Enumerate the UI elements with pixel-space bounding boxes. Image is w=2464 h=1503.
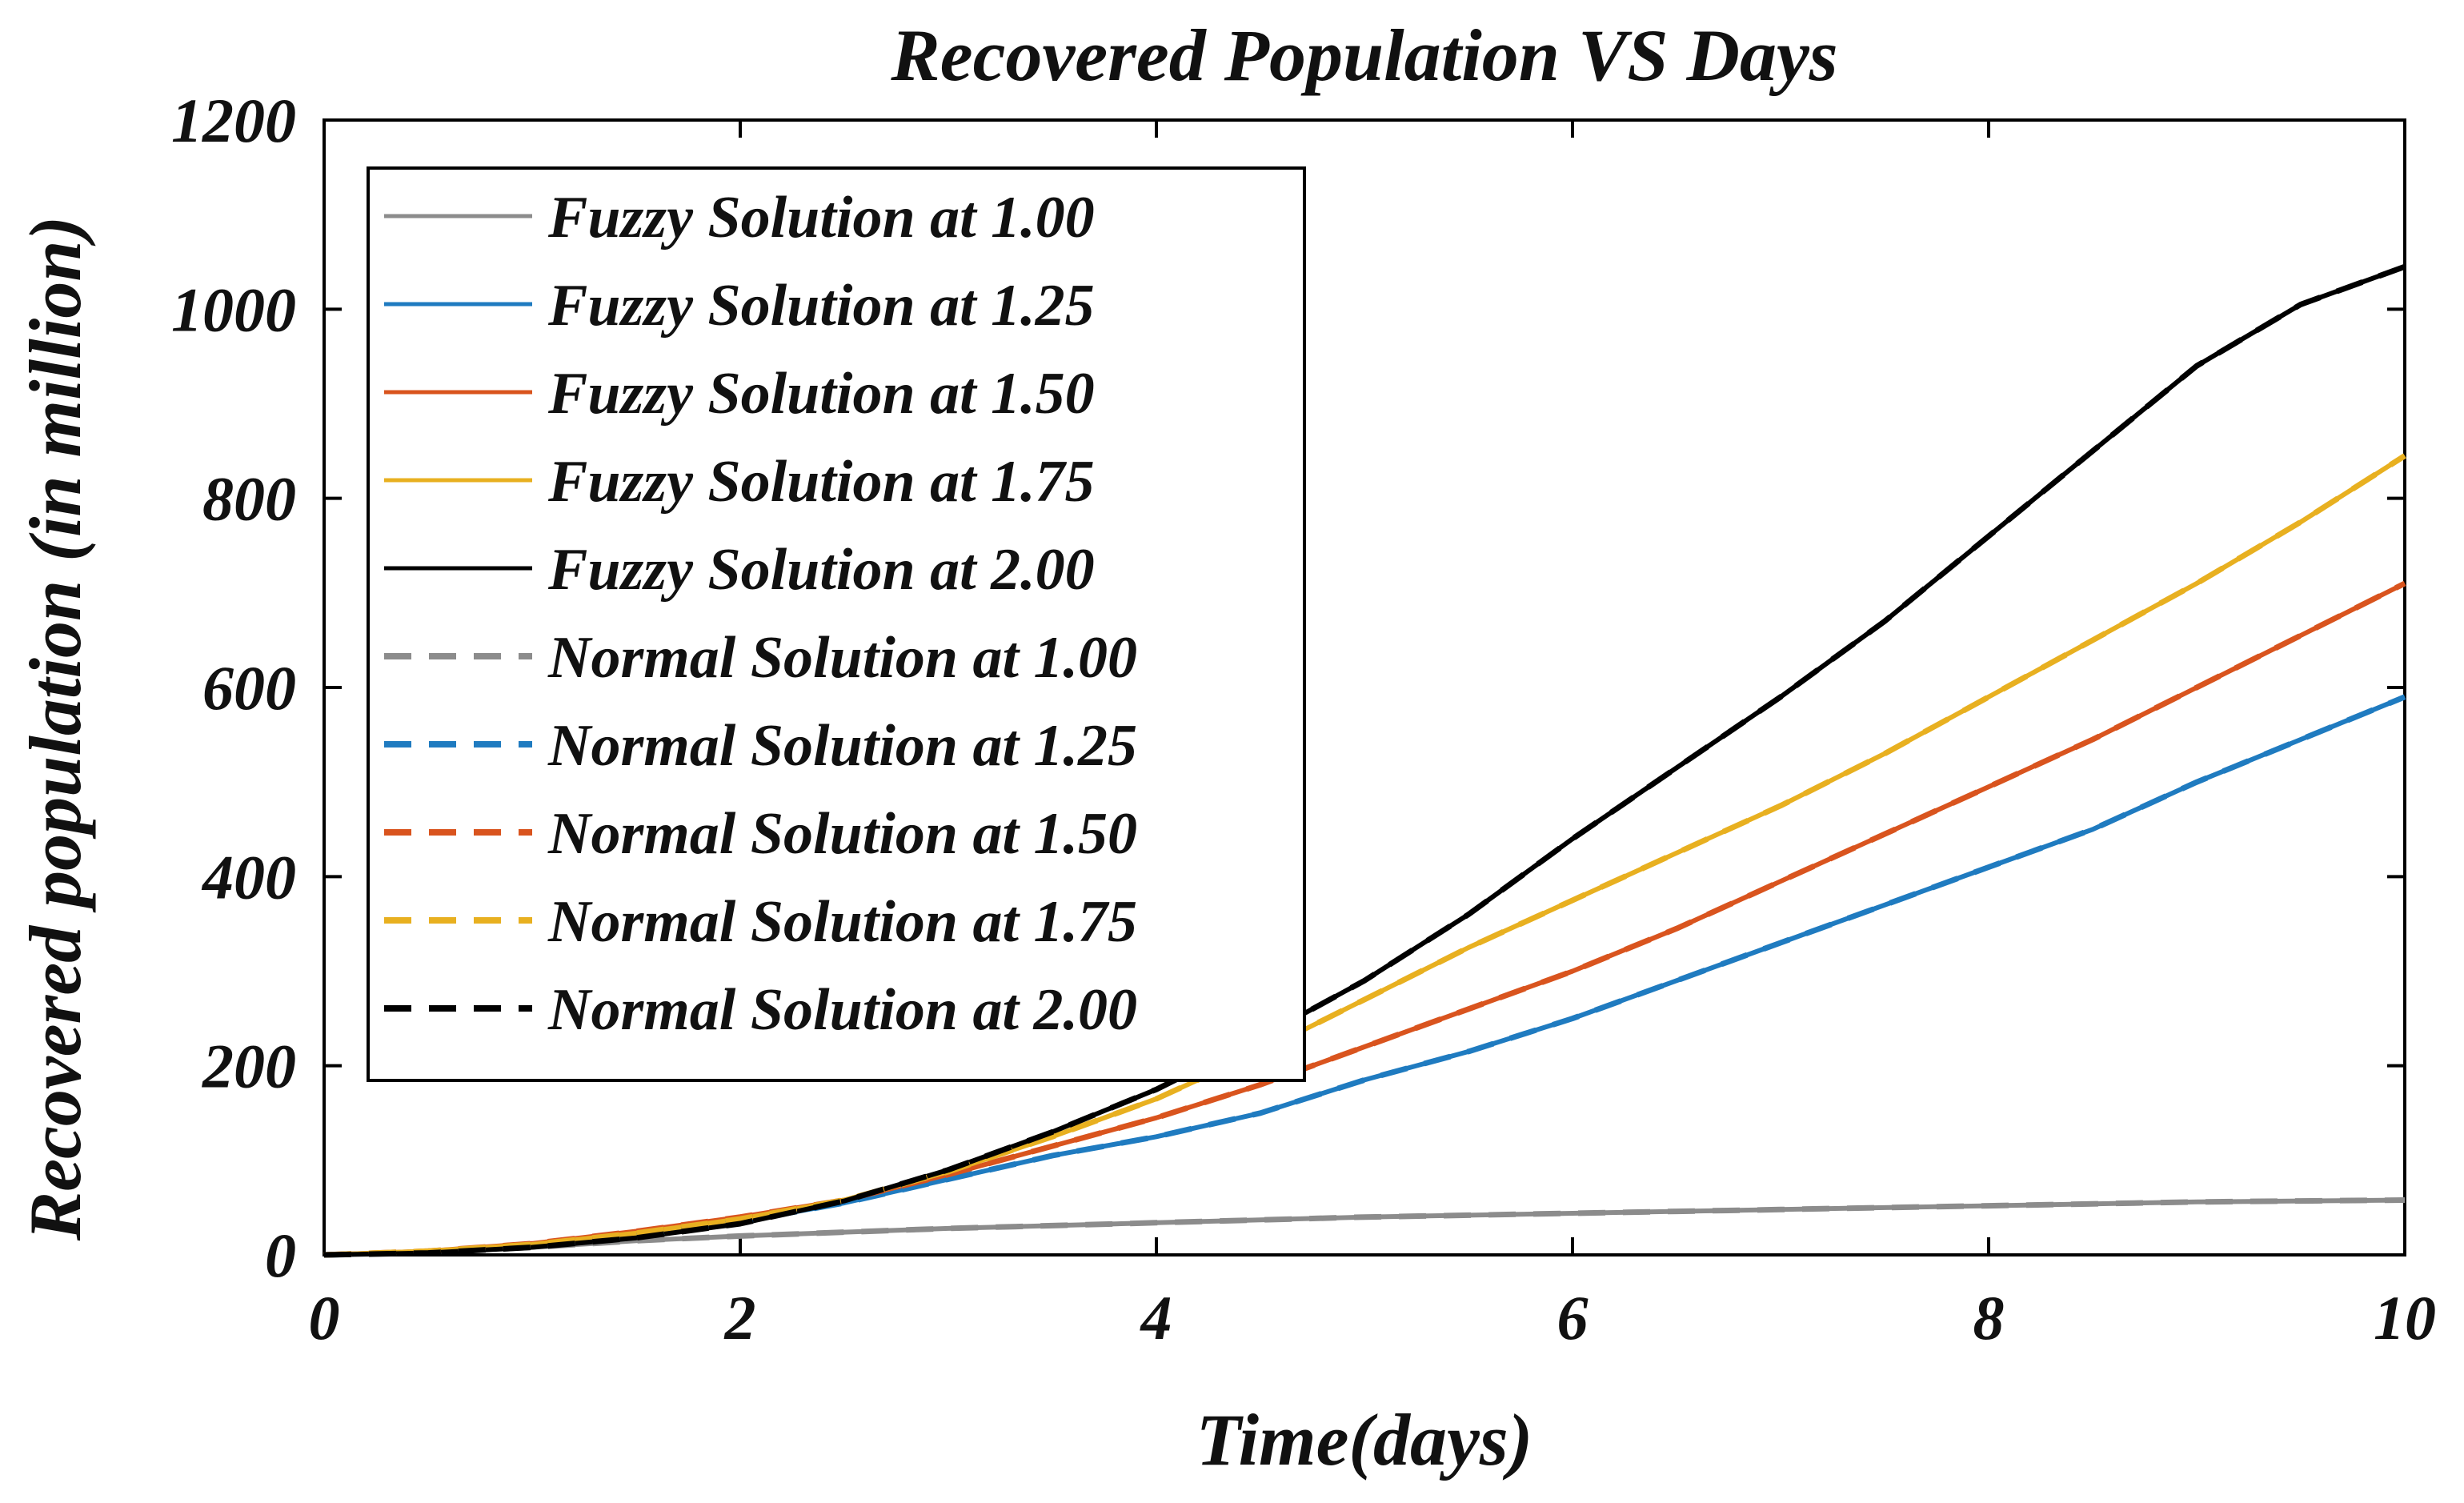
y-tick-label: 400 xyxy=(201,842,296,912)
y-tick-label: 1000 xyxy=(171,275,296,344)
y-tick-label: 1200 xyxy=(171,86,296,155)
legend-label: Normal Solution at 1.75 xyxy=(547,889,1137,955)
legend-label: Fuzzy Solution at 1.75 xyxy=(547,449,1095,515)
plot-area: 0 2 4 6 8 10 0 200 400 600 800 1000 1200 Fuzzy Soluti… xyxy=(171,86,2436,1353)
x-tick-label: 0 xyxy=(309,1283,340,1353)
series-line-9 xyxy=(323,453,2406,1258)
legend-label: Fuzzy Solution at 1.50 xyxy=(547,361,1095,427)
y-tick-label: 600 xyxy=(202,653,296,723)
x-tick-label: 10 xyxy=(2374,1283,2436,1353)
x-tick-label: 4 xyxy=(1140,1283,1172,1353)
x-tick-label: 2 xyxy=(724,1283,756,1353)
y-tick-label: 0 xyxy=(265,1220,296,1290)
series-line-1 xyxy=(323,1197,2406,1257)
series-line-6 xyxy=(323,1197,2406,1258)
legend-box xyxy=(367,166,1306,1082)
x-tick-label: 8 xyxy=(1973,1283,2005,1353)
series-line-8 xyxy=(323,580,2406,1258)
chart-title: Recovered Population VS Days xyxy=(890,14,1837,96)
legend: Fuzzy Solution at 1.00 Fuzzy Solution at … xyxy=(367,166,1306,1082)
y-tick-label: 200 xyxy=(202,1032,296,1101)
y-axis-label: Recovered population (in million) xyxy=(14,216,96,1241)
x-tick-label: 6 xyxy=(1557,1283,1589,1353)
legend-label: Fuzzy Solution at 1.25 xyxy=(547,273,1095,339)
y-tick-label: 800 xyxy=(202,464,296,534)
series-line-10 xyxy=(323,263,2406,1258)
legend-label: Normal Solution at 1.25 xyxy=(547,713,1137,779)
legend-label: Normal Solution at 2.00 xyxy=(547,977,1137,1043)
legend-label: Normal Solution at 1.50 xyxy=(547,801,1137,867)
legend-label: Fuzzy Solution at 1.00 xyxy=(547,185,1095,250)
x-axis-label: Time(days) xyxy=(1196,1399,1533,1481)
legend-label: Normal Solution at 1.00 xyxy=(547,625,1137,691)
legend-label: Fuzzy Solution at 2.00 xyxy=(547,537,1095,603)
